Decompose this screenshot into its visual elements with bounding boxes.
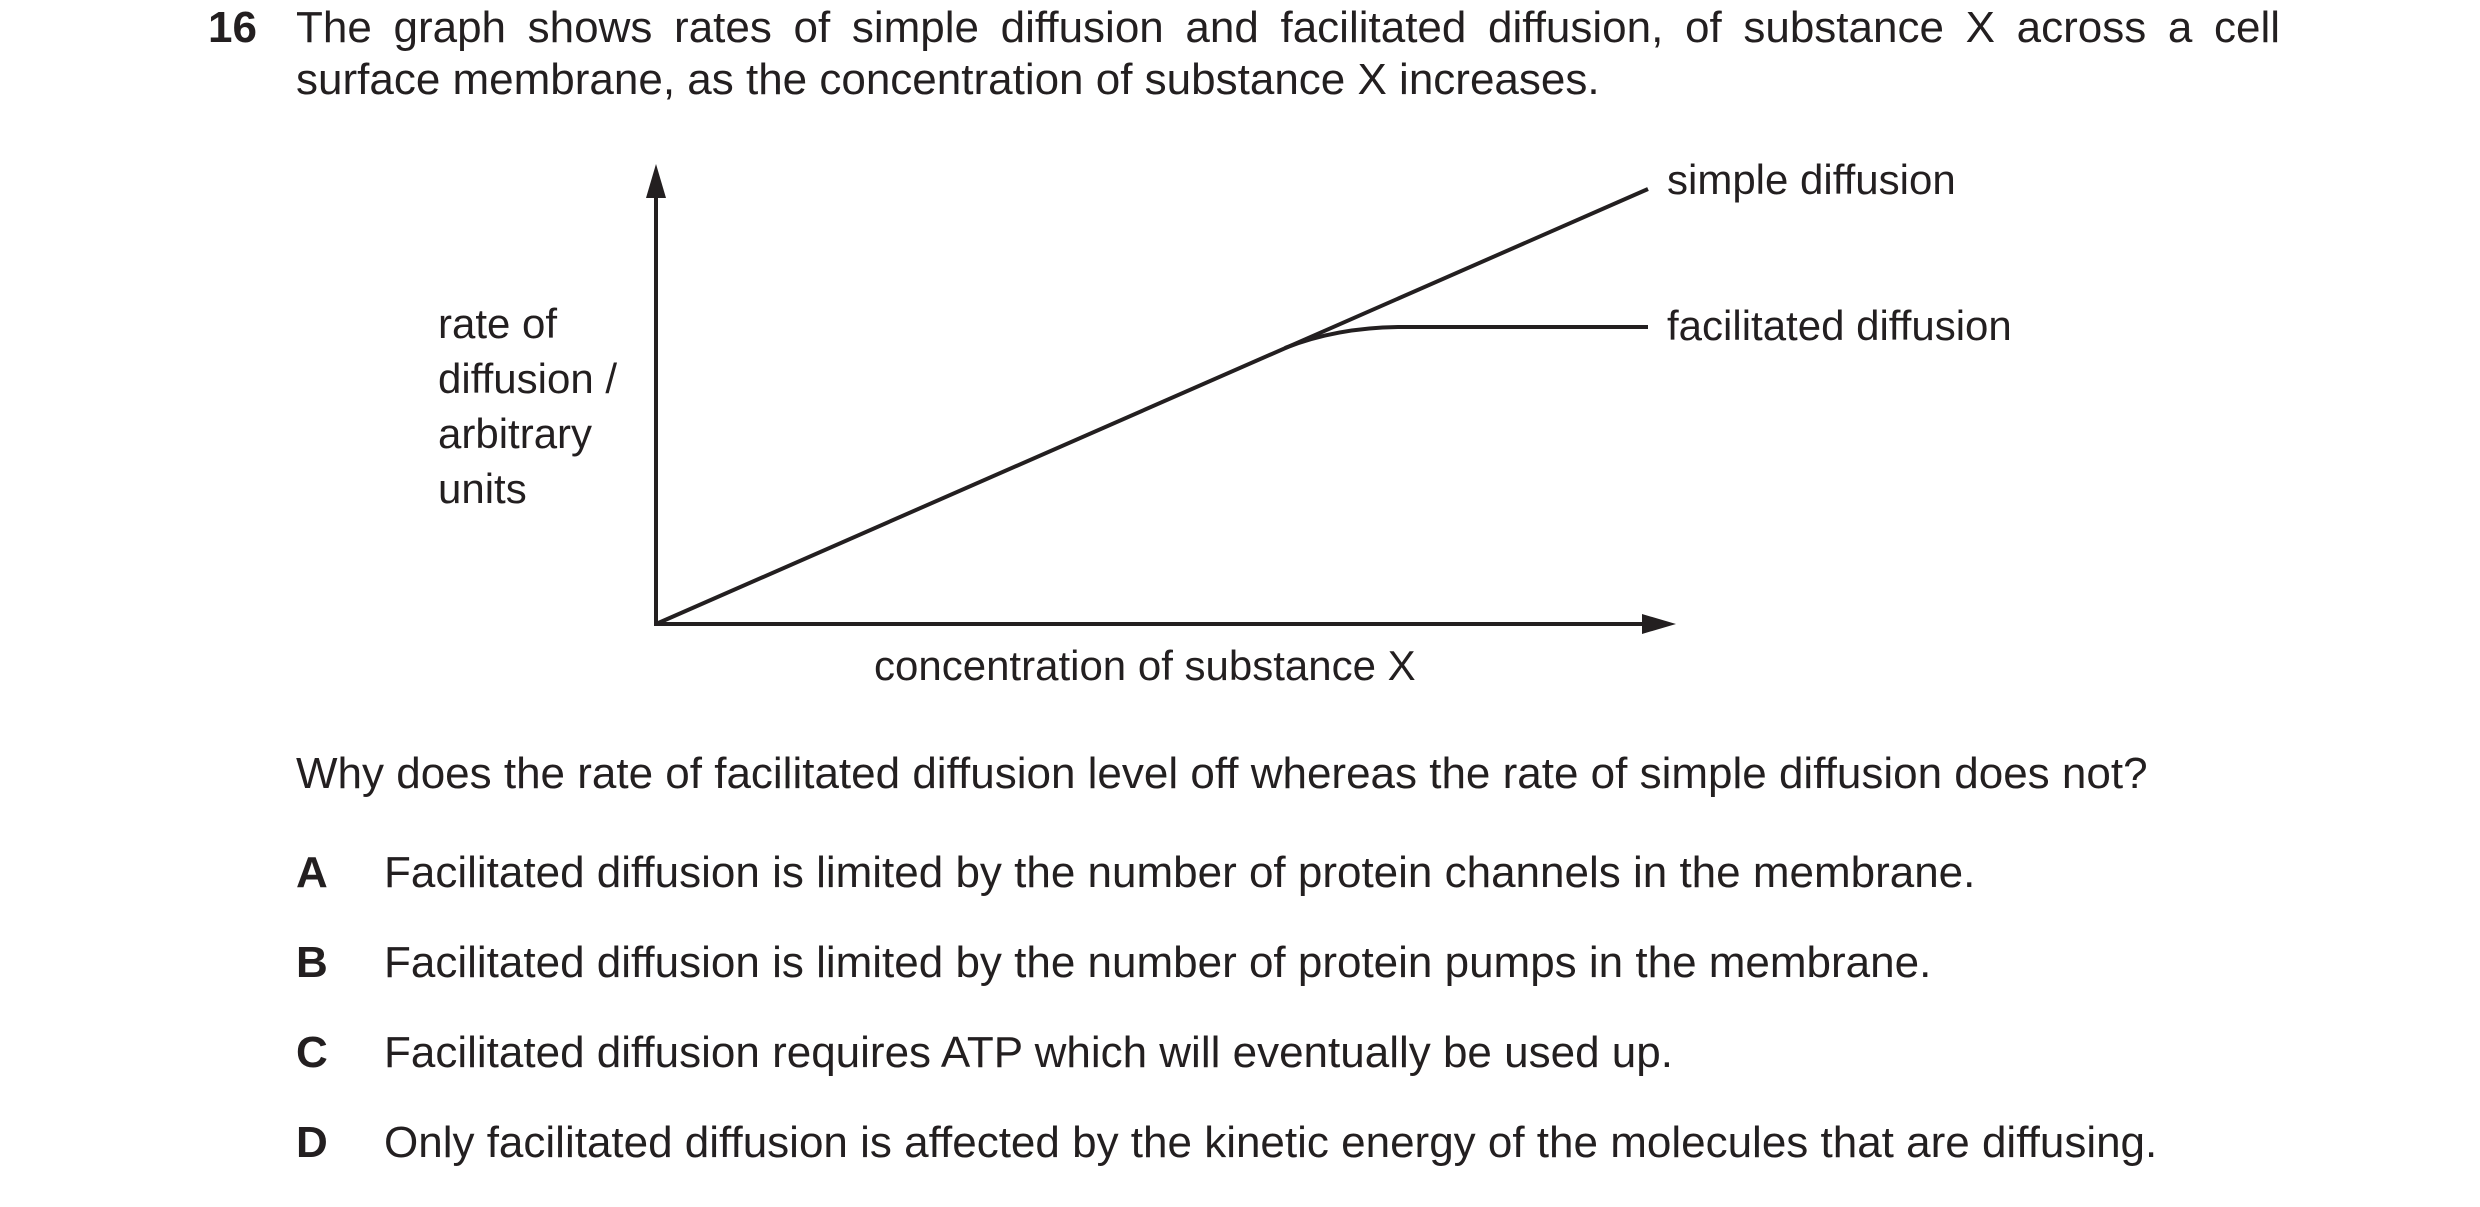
option-d[interactable]: D Only facilitated diffusion is affected … (296, 1117, 2157, 1169)
x-axis-arrowhead (1642, 614, 1676, 634)
option-letter: C (296, 1028, 328, 1077)
option-letter: D (296, 1118, 328, 1167)
diffusion-graph: rate of diffusion / arbitrary units conc… (438, 156, 2012, 689)
y-axis-arrowhead (646, 164, 666, 198)
option-letter: B (296, 938, 328, 987)
question-stem: The graph shows rates of simple diffusio… (296, 3, 2280, 104)
y-axis-label-line-3: arbitrary (438, 410, 593, 457)
option-a[interactable]: A Facilitated diffusion is limited by the… (296, 847, 1975, 899)
simple-diffusion-line (655, 187, 1649, 626)
option-text: Only facilitated diffusion is affected b… (384, 1118, 2158, 1167)
option-text: Facilitated diffusion is limited by the … (384, 848, 1976, 897)
y-axis-label-line-2: diffusion / (438, 355, 618, 402)
option-letter: A (296, 848, 328, 897)
y-axis-label-line-1: rate of (438, 300, 558, 347)
question-prompt: Why does the rate of facilitated diffusi… (296, 749, 2148, 798)
facilitated-diffusion-label: facilitated diffusion (1667, 302, 2012, 349)
question-number: 16 (208, 3, 257, 52)
facilitated-diffusion-curve (1284, 324, 1648, 350)
y-axis-label-line-4: units (438, 465, 527, 512)
option-b[interactable]: B Facilitated diffusion is limited by the… (296, 937, 1931, 989)
option-c[interactable]: C Facilitated diffusion requires ATP whic… (296, 1027, 1673, 1079)
simple-diffusion-label: simple diffusion (1667, 156, 1956, 203)
option-text: Facilitated diffusion is limited by the … (384, 938, 1932, 987)
option-text: Facilitated diffusion requires ATP which… (384, 1028, 1673, 1077)
x-axis-label: concentration of substance X (874, 642, 1416, 689)
